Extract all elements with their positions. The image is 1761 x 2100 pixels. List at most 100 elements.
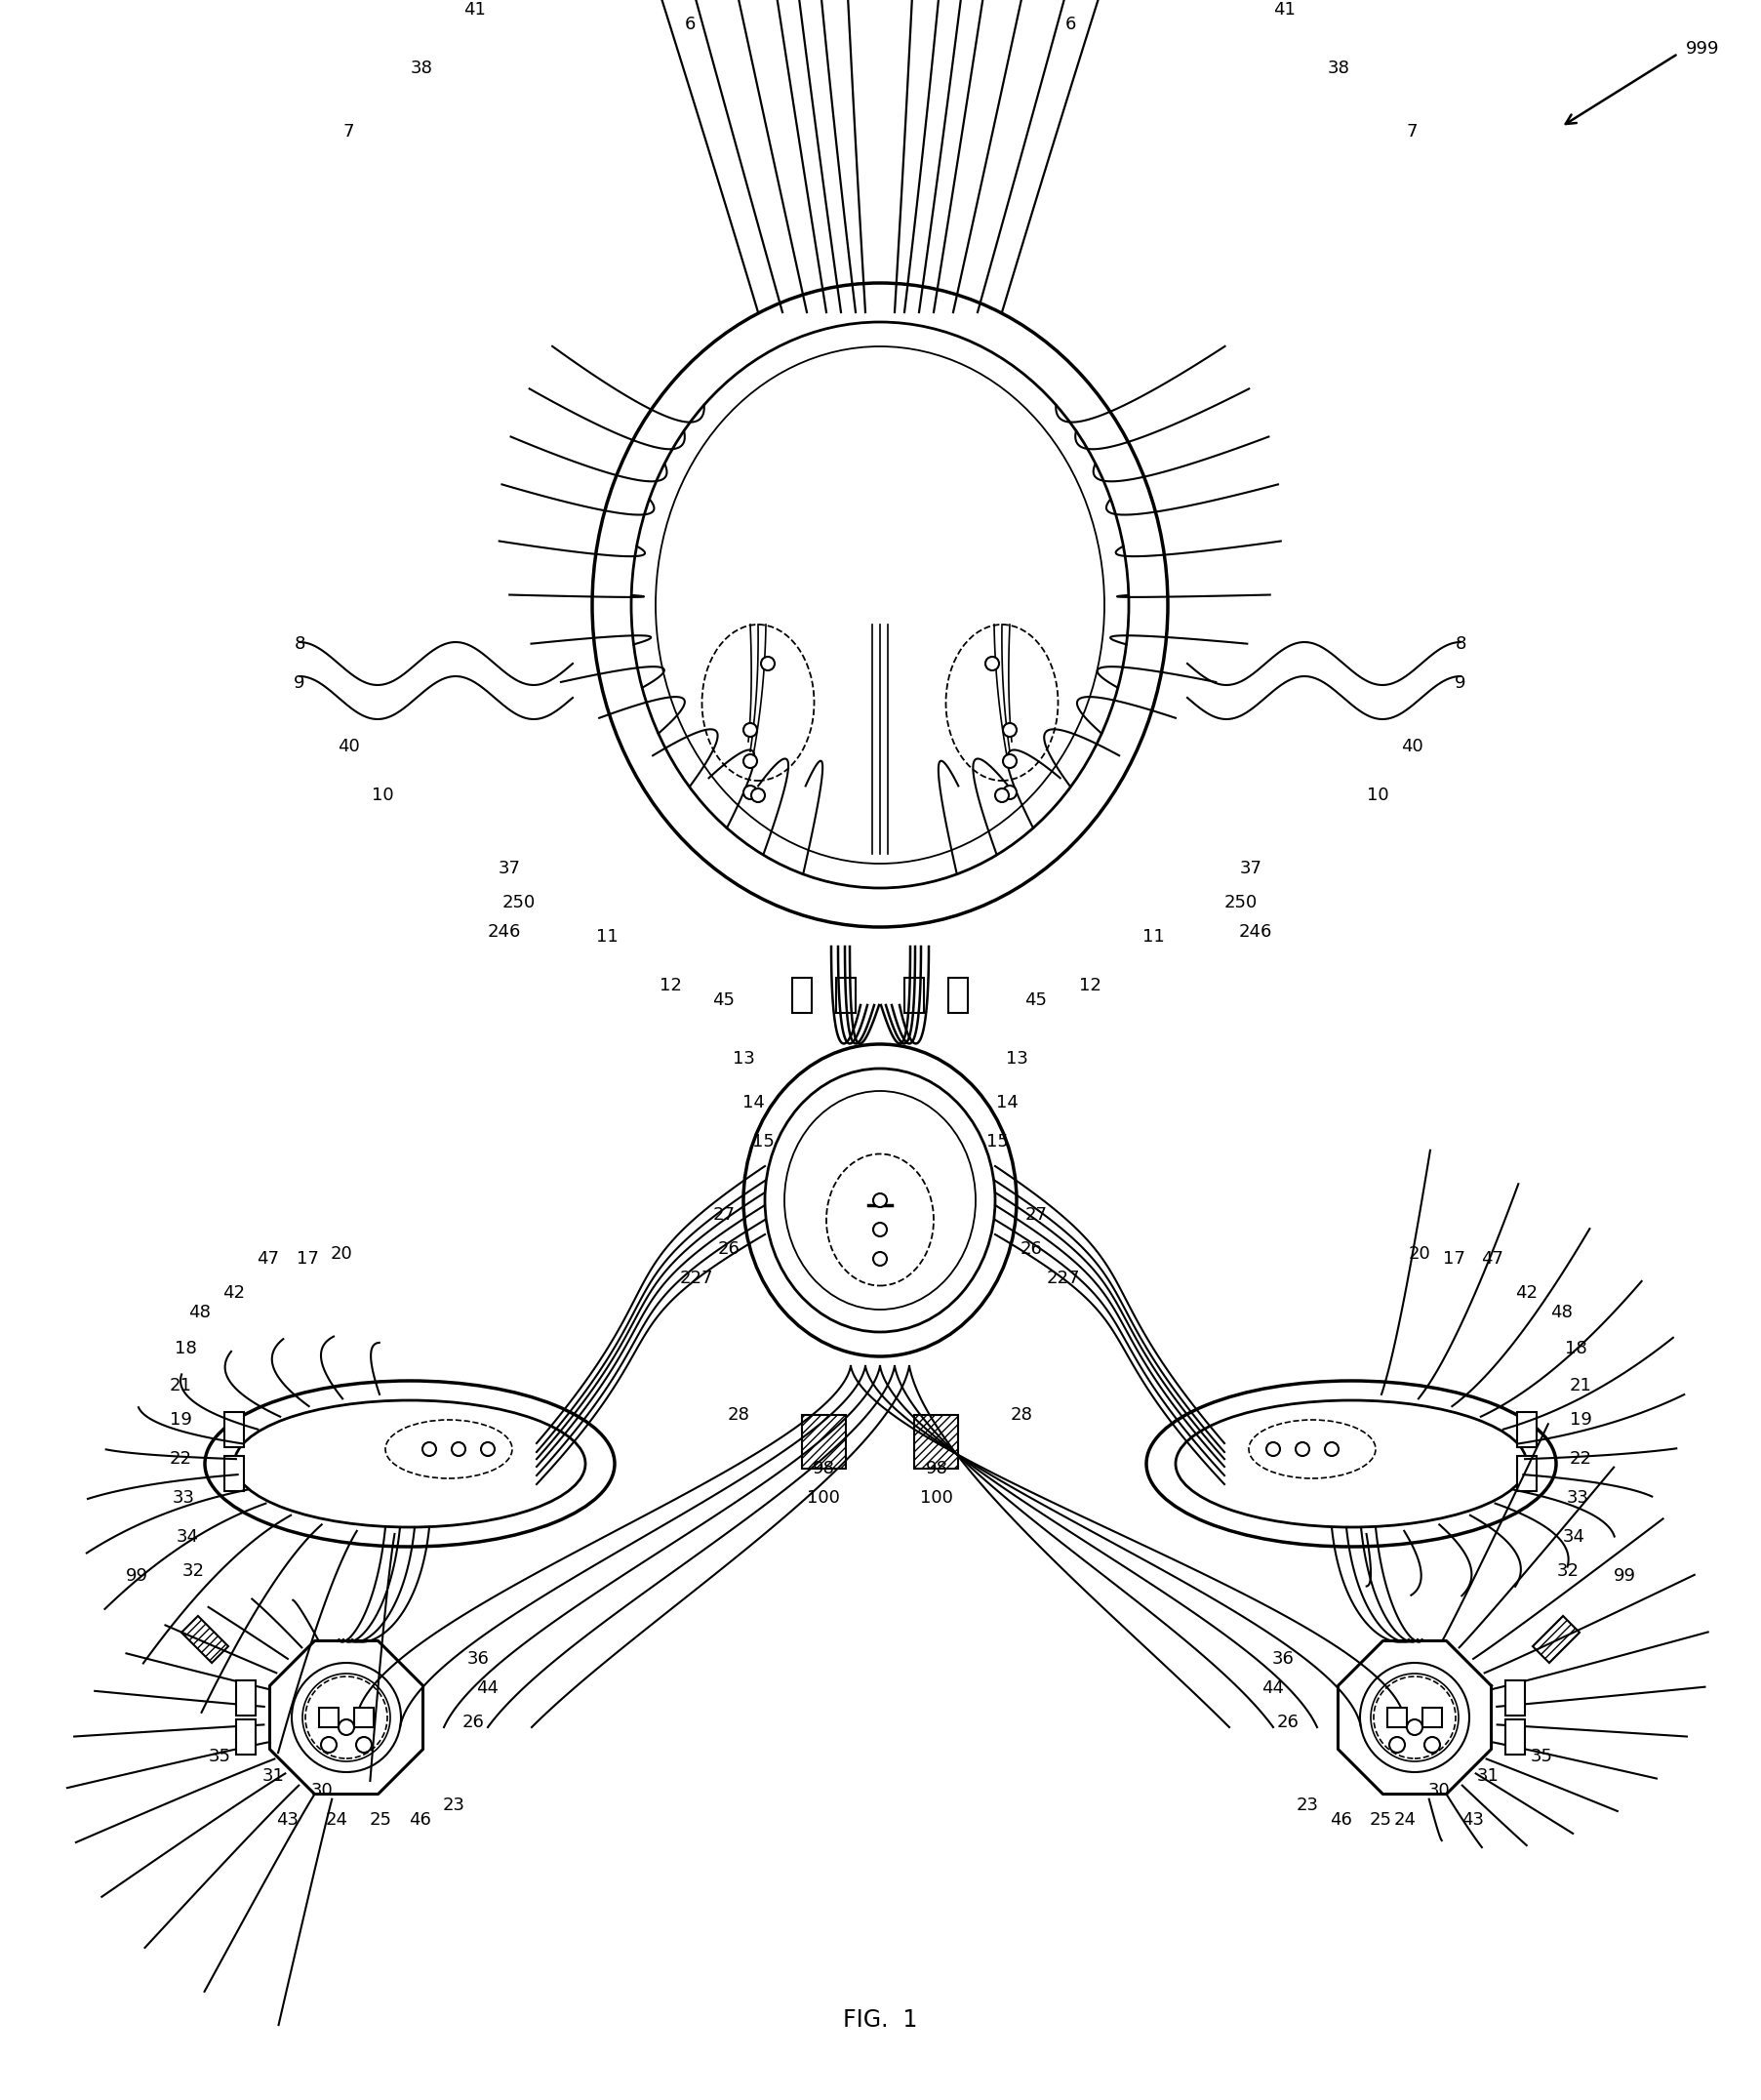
Text: 46: 46	[409, 1810, 431, 1829]
Text: 26: 26	[461, 1714, 484, 1730]
Circle shape	[873, 1193, 888, 1207]
Text: 250: 250	[1224, 895, 1257, 911]
Text: 98: 98	[926, 1459, 947, 1478]
FancyBboxPatch shape	[181, 1615, 229, 1663]
Text: 246: 246	[1238, 924, 1273, 941]
FancyBboxPatch shape	[1532, 1615, 1580, 1663]
Text: 38: 38	[1328, 59, 1349, 78]
Text: 18: 18	[174, 1340, 197, 1357]
Circle shape	[423, 1443, 437, 1455]
Text: 20: 20	[1409, 1245, 1430, 1262]
Text: 45: 45	[713, 991, 734, 1008]
Text: 19: 19	[1569, 1411, 1592, 1428]
Text: 12: 12	[1078, 976, 1101, 995]
Circle shape	[1324, 1443, 1338, 1455]
Text: FIG.  1: FIG. 1	[844, 2008, 917, 2031]
Text: 37: 37	[498, 859, 521, 878]
Text: 8: 8	[1455, 636, 1467, 653]
FancyBboxPatch shape	[224, 1411, 245, 1447]
Text: 17: 17	[1442, 1250, 1465, 1268]
FancyBboxPatch shape	[1516, 1455, 1537, 1491]
Text: 250: 250	[502, 895, 535, 911]
Text: 227: 227	[1046, 1270, 1079, 1287]
Circle shape	[321, 1737, 336, 1754]
Text: 23: 23	[1296, 1796, 1319, 1814]
Text: 12: 12	[659, 976, 682, 995]
Circle shape	[1004, 722, 1016, 737]
Text: 8: 8	[294, 636, 305, 653]
Text: 30: 30	[312, 1783, 333, 1800]
Circle shape	[873, 1222, 888, 1237]
Text: 34: 34	[176, 1529, 199, 1546]
Text: 21: 21	[1569, 1378, 1592, 1394]
FancyBboxPatch shape	[1506, 1720, 1525, 1756]
FancyBboxPatch shape	[1506, 1680, 1525, 1716]
Text: 37: 37	[1240, 859, 1263, 878]
Text: 41: 41	[1273, 0, 1296, 19]
Circle shape	[752, 788, 764, 802]
Circle shape	[481, 1443, 495, 1455]
Text: 42: 42	[224, 1285, 245, 1302]
Text: 25: 25	[370, 1810, 391, 1829]
Text: 20: 20	[331, 1245, 352, 1262]
Text: 24: 24	[1393, 1810, 1416, 1829]
Text: 35: 35	[1530, 1747, 1553, 1766]
Text: 43: 43	[276, 1810, 299, 1829]
Circle shape	[743, 754, 757, 769]
Circle shape	[1389, 1737, 1405, 1754]
Text: 17: 17	[296, 1250, 319, 1268]
Text: 11: 11	[595, 928, 618, 945]
Circle shape	[1425, 1737, 1440, 1754]
Text: 4: 4	[986, 0, 998, 4]
Text: 43: 43	[1462, 1810, 1485, 1829]
Text: 26: 26	[1277, 1714, 1300, 1730]
Text: 31: 31	[1477, 1768, 1499, 1785]
Circle shape	[1296, 1443, 1308, 1455]
FancyBboxPatch shape	[319, 1707, 338, 1726]
Circle shape	[453, 1443, 465, 1455]
Text: 100: 100	[919, 1489, 953, 1506]
Text: 6: 6	[685, 15, 696, 34]
Text: 48: 48	[188, 1304, 211, 1321]
Text: 7: 7	[343, 124, 354, 141]
Text: 4: 4	[763, 0, 773, 4]
Text: 48: 48	[1550, 1304, 1573, 1321]
Text: 18: 18	[1564, 1340, 1587, 1357]
Text: 27: 27	[1025, 1205, 1048, 1224]
Text: 36: 36	[467, 1651, 490, 1667]
Text: 13: 13	[1006, 1050, 1028, 1067]
Text: 42: 42	[1516, 1285, 1537, 1302]
Text: 25: 25	[1370, 1810, 1391, 1829]
FancyBboxPatch shape	[1516, 1411, 1537, 1447]
FancyBboxPatch shape	[836, 979, 856, 1012]
Text: 19: 19	[169, 1411, 192, 1428]
Text: 28: 28	[727, 1407, 750, 1424]
Text: 27: 27	[713, 1205, 734, 1224]
Text: 46: 46	[1330, 1810, 1352, 1829]
FancyBboxPatch shape	[949, 979, 969, 1012]
Circle shape	[1407, 1720, 1423, 1735]
FancyBboxPatch shape	[354, 1707, 373, 1726]
Text: 13: 13	[733, 1050, 754, 1067]
Text: 22: 22	[169, 1451, 192, 1468]
Text: 28: 28	[1011, 1407, 1032, 1424]
Text: 35: 35	[208, 1747, 231, 1766]
Text: 32: 32	[1557, 1562, 1580, 1579]
Circle shape	[1004, 785, 1016, 800]
Text: 15: 15	[752, 1132, 775, 1151]
Text: 36: 36	[1271, 1651, 1294, 1667]
Text: 26: 26	[718, 1241, 740, 1258]
Text: 10: 10	[1367, 788, 1389, 804]
Text: 24: 24	[326, 1810, 349, 1829]
Text: 246: 246	[488, 924, 521, 941]
Text: 32: 32	[181, 1562, 204, 1579]
FancyBboxPatch shape	[1388, 1707, 1407, 1726]
Text: 11: 11	[1143, 928, 1164, 945]
Text: 9: 9	[294, 674, 305, 691]
Text: 33: 33	[1566, 1489, 1588, 1506]
Text: 33: 33	[173, 1489, 195, 1506]
FancyBboxPatch shape	[1423, 1707, 1442, 1726]
Text: 15: 15	[986, 1132, 1009, 1151]
Text: 41: 41	[463, 0, 486, 19]
Circle shape	[1266, 1443, 1280, 1455]
